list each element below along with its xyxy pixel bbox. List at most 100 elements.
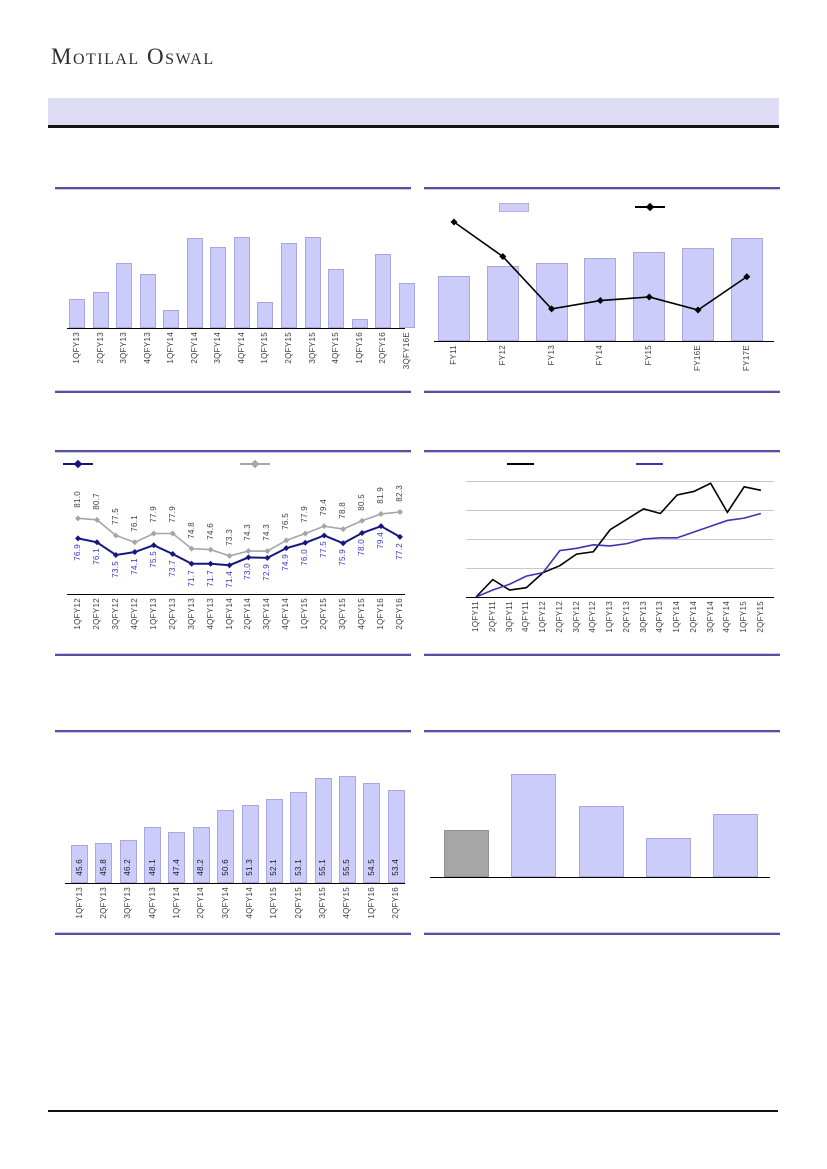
x-axis-label: 3QFY14 <box>220 887 230 919</box>
chart-3: 81.0 80.7 77.5 76.1 77.9 77.9 74.8 74.6 73.3 74.3… <box>55 450 411 656</box>
bar <box>71 844 88 883</box>
data-label: 76.1 <box>91 548 101 566</box>
x-axis-label: 4QFY13 <box>142 332 152 364</box>
x-axis-label: 3QFY14 <box>213 332 223 364</box>
x-axis-label: FY14 <box>595 345 605 366</box>
x-axis-label: 1QFY15 <box>269 887 279 919</box>
diamond-marker <box>596 297 604 305</box>
bar-value-label: 55.5 <box>342 859 352 876</box>
bar <box>438 276 470 341</box>
bar <box>351 318 368 328</box>
x-axis-label: 4QFY15 <box>331 332 341 364</box>
x-axis-label: 2QFY14 <box>196 887 206 919</box>
x-axis-label: 3QFY15 <box>338 598 348 630</box>
x-axis-label: FY15 <box>644 345 654 366</box>
diamond-marker <box>93 539 100 546</box>
x-axis-label: 3QFY13 <box>123 887 133 919</box>
bar <box>444 829 489 877</box>
x-axis-label: 1QFY15 <box>260 332 270 364</box>
series-line <box>453 221 748 311</box>
data-label: 71.4 <box>224 571 234 588</box>
bar <box>139 274 156 328</box>
chart-6-plot <box>424 732 780 932</box>
bar <box>578 805 624 877</box>
separator-line <box>424 730 780 732</box>
x-axis-label: 2QFY13 <box>98 887 108 919</box>
series-line <box>77 511 401 557</box>
bar <box>535 262 568 341</box>
gridline <box>466 539 774 540</box>
bar <box>387 790 405 883</box>
data-label: 74.9 <box>281 554 291 571</box>
data-label: 74.1 <box>129 558 139 575</box>
x-axis-label: 1QFY16 <box>354 332 364 364</box>
x-axis-label: 4QFY14 <box>281 598 291 630</box>
x-axis-label: 1QFY12 <box>538 601 548 633</box>
x-axis-label: 1QFY14 <box>166 332 176 364</box>
x-axis-label: 3QFY14 <box>705 601 715 633</box>
diamond-marker <box>131 549 138 556</box>
bar <box>730 238 763 341</box>
diamond-marker <box>188 545 195 552</box>
bar <box>116 263 133 328</box>
x-axis-label: 1QFY13 <box>148 598 158 630</box>
x-axis-label: 4QFY13 <box>655 601 665 633</box>
x-axis-label: 1QFY13 <box>74 887 84 919</box>
separator-line <box>55 391 411 393</box>
bar <box>192 826 210 883</box>
series-line <box>475 482 762 598</box>
bar-value-label: 48.1 <box>147 859 157 876</box>
chart-1-plot: 1QFY13 2QFY13 3QFY13 4QFY13 1QFY14 2QFY14 3QFY… <box>55 189 415 390</box>
series-svg <box>450 218 751 314</box>
data-label: 78.0 <box>357 539 367 556</box>
series-svg <box>475 482 762 598</box>
gridline <box>466 481 774 482</box>
legend-black-line-swatch <box>507 463 534 465</box>
chart-4: 1QFY11 2QFY11 3QFY11 4QFY11 1QFY12 2QFY12 3QFY… <box>424 450 780 656</box>
series-line <box>77 525 401 567</box>
diamond-marker <box>207 546 214 553</box>
x-axis-label: 2QFY14 <box>189 332 199 364</box>
data-label: 73.0 <box>243 563 253 581</box>
legend-bar-swatch <box>499 203 529 212</box>
data-label: 71.7 <box>186 569 196 587</box>
footer-rule <box>48 1110 778 1112</box>
data-label: 80.5 <box>357 493 367 511</box>
separator-line <box>424 187 780 189</box>
data-label: 74.6 <box>205 522 215 540</box>
gridline <box>466 510 774 511</box>
x-axis-label: 4QFY12 <box>129 598 139 630</box>
separator-line <box>55 187 411 189</box>
x-axis-label: 3QFY12 <box>110 598 120 630</box>
motilal-oswal-logo: Motilal Oswal <box>51 44 215 69</box>
data-label: 76.9 <box>73 544 82 562</box>
data-label: 80.7 <box>91 492 101 510</box>
x-axis-label: 4QFY14 <box>245 887 255 919</box>
bar <box>257 301 274 328</box>
x-axis-label: 4QFY15 <box>342 887 352 919</box>
x-axis-label: 3QFY13 <box>186 598 196 630</box>
diamond-marker <box>378 523 385 530</box>
x-axis-label: 2QFY12 <box>554 601 564 633</box>
title-banner <box>48 98 779 128</box>
bar-value-label: 45.8 <box>98 859 108 876</box>
bar <box>280 243 297 328</box>
separator-line <box>55 654 411 656</box>
x-axis-label: 3QFY14 <box>262 598 272 630</box>
diamond-marker <box>359 517 366 524</box>
bar <box>69 298 85 328</box>
data-label: 77.9 <box>148 506 158 524</box>
x-axis-label: 2QFY15 <box>755 601 765 633</box>
bar-value-label: 45.6 <box>74 859 84 876</box>
separator-line <box>55 933 411 935</box>
bar <box>486 265 519 341</box>
x-axis-label: 2QFY14 <box>243 598 253 630</box>
diamond-marker <box>396 533 403 540</box>
bar <box>186 237 203 328</box>
x-axis-label: FY11 <box>449 345 458 365</box>
data-label: 77.9 <box>300 506 310 524</box>
x-axis-label: FY13 <box>546 345 556 366</box>
data-label: 76.5 <box>281 513 291 531</box>
bar-value-label: 53.1 <box>293 859 303 876</box>
data-label: 75.9 <box>338 549 348 567</box>
